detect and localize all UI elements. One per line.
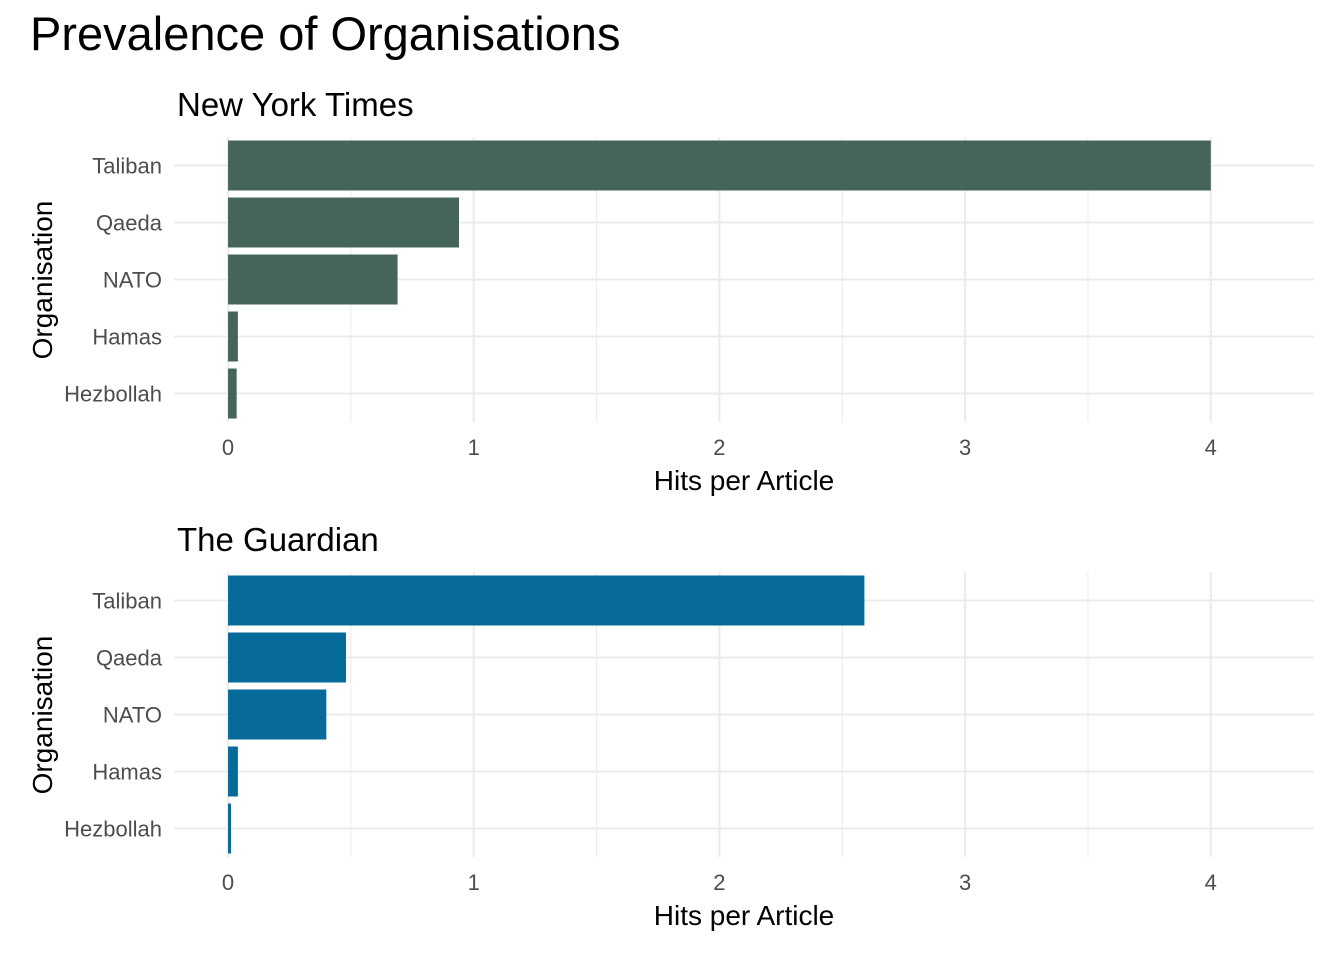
x-tick-label: 3	[959, 435, 971, 460]
x-tick-label: 2	[713, 870, 725, 895]
y-tick-label: Qaeda	[96, 211, 163, 236]
y-tick-label: Taliban	[92, 589, 162, 614]
x-tick-label: 0	[222, 435, 234, 460]
y-tick-label: Hamas	[92, 760, 162, 785]
x-tick-label: 1	[468, 435, 480, 460]
x-tick-label: 0	[222, 870, 234, 895]
y-tick-label: Hezbollah	[64, 817, 162, 842]
bar-taliban	[228, 575, 865, 626]
y-tick-label: Qaeda	[96, 646, 163, 671]
bar-hamas	[228, 746, 238, 797]
bar-taliban	[228, 140, 1211, 191]
bar-nato	[228, 254, 398, 305]
y-axis-title: Organisation	[27, 636, 58, 795]
bar-nato	[228, 689, 327, 740]
y-tick-label: NATO	[103, 703, 162, 728]
x-tick-label: 4	[1205, 435, 1217, 460]
bar-hamas	[228, 311, 238, 362]
x-tick-label: 4	[1205, 870, 1217, 895]
bar-qaeda	[228, 197, 459, 248]
x-tick-label: 2	[713, 435, 725, 460]
x-axis-title: Hits per Article	[654, 465, 835, 496]
panel-new-york-times: New York Times Taliban Qaeda NATO Hamas Hezbo…	[27, 86, 1314, 496]
x-tick-label: 1	[468, 870, 480, 895]
y-tick-label: NATO	[103, 268, 162, 293]
panel-the-guardian: The Guardian Taliban Qaeda NATO Hamas Hezboll…	[27, 521, 1314, 931]
panel-title: The Guardian	[177, 521, 379, 558]
bar-qaeda	[228, 632, 346, 683]
y-tick-label: Hamas	[92, 325, 162, 350]
y-tick-label: Taliban	[92, 154, 162, 179]
x-axis-title: Hits per Article	[654, 900, 835, 931]
x-tick-label: 3	[959, 870, 971, 895]
bar-hezbollah	[228, 803, 231, 854]
y-axis-title: Organisation	[27, 201, 58, 360]
y-tick-label: Hezbollah	[64, 382, 162, 407]
bar-hezbollah	[228, 368, 237, 419]
chart-main-title: Prevalence of Organisations	[30, 7, 620, 60]
panel-title: New York Times	[177, 86, 414, 123]
